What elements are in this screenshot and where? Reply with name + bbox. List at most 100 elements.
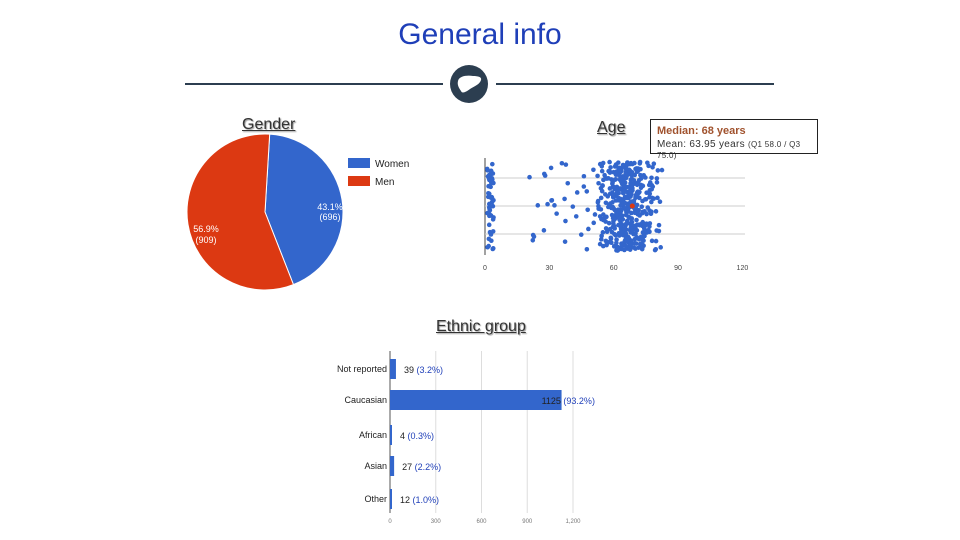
age-point [604, 214, 609, 220]
ethnic-bar-chart: 0 300 600 900 1,200 Not reported 39 (3.2%) Cau… [337, 351, 595, 525]
eth-value-label: 39 (3.2%) [404, 365, 443, 375]
eth-value-label: 1125 (93.2%) [542, 396, 595, 406]
age-point [633, 231, 638, 236]
age-point [611, 221, 616, 226]
age-point [562, 196, 567, 202]
age-point [603, 219, 608, 224]
age-point [563, 218, 568, 224]
age-point [552, 203, 557, 208]
age-point [637, 213, 642, 218]
age-point [654, 176, 660, 181]
age-point [642, 233, 647, 239]
age-point [578, 232, 584, 237]
age-point [606, 220, 612, 226]
age-point [486, 222, 492, 228]
eth-percent-label: (2.2%) [415, 462, 442, 472]
eth-x-tick-label: 1,200 [565, 519, 581, 525]
age-point [585, 207, 590, 213]
eth-x-tick-label: 900 [522, 519, 533, 525]
age-point [615, 207, 621, 212]
age-point [644, 211, 649, 217]
eth-percent-label: (0.3%) [408, 431, 435, 441]
age-point [490, 246, 496, 252]
eth-value-label: 12 (1.0%) [400, 495, 439, 505]
age-point [613, 233, 618, 238]
pie-slice-men [186, 133, 295, 291]
age-point [573, 214, 579, 219]
age-point [611, 192, 616, 197]
age-point [619, 222, 624, 228]
age-point [486, 205, 492, 210]
age-point [625, 160, 630, 166]
age-point [628, 242, 633, 247]
eth-category-label: Not reported [337, 364, 387, 374]
age-point [486, 183, 491, 189]
age-point [655, 195, 660, 201]
age-point [600, 183, 605, 189]
age-point [635, 166, 641, 171]
age-point [643, 222, 648, 227]
age-x-tick-label: 120 [737, 265, 749, 272]
liver-icon [450, 65, 488, 103]
age-point [608, 165, 613, 170]
age-point [574, 190, 580, 195]
age-point [614, 240, 619, 246]
age-point [627, 185, 633, 190]
eth-category-label: Asian [364, 461, 387, 471]
age-point [610, 180, 615, 185]
age-point [489, 175, 495, 181]
age-point [490, 161, 495, 167]
age-point [591, 167, 596, 173]
age-point [599, 233, 604, 239]
age-point [600, 230, 606, 235]
age-point [563, 162, 569, 167]
age-point [636, 177, 642, 183]
age-point [649, 175, 654, 181]
age-point [651, 161, 657, 167]
age-point [628, 222, 634, 227]
eth-value-label: 27 (2.2%) [402, 462, 441, 472]
age-point [535, 203, 541, 208]
eth-bar [390, 489, 392, 509]
age-point [559, 160, 565, 166]
eth-bar [390, 359, 396, 379]
eth-category-label: Caucasian [344, 395, 387, 405]
eth-x-tick-label: 0 [388, 519, 392, 525]
header-divider-left [185, 83, 443, 85]
age-point [653, 238, 659, 244]
pie-label-men-count: (909) [195, 235, 216, 245]
age-point [623, 175, 629, 181]
age-point [649, 199, 654, 205]
age-point [586, 226, 591, 232]
age-chart-title: Age [597, 119, 626, 136]
age-point [638, 172, 643, 178]
age-point [623, 212, 629, 218]
age-point [605, 194, 611, 199]
age-point [600, 243, 606, 249]
age-point [486, 190, 491, 196]
age-point [633, 246, 638, 251]
age-point [485, 244, 490, 250]
age-point [584, 189, 590, 194]
age-point [637, 236, 643, 241]
age-point [485, 194, 491, 200]
age-point [634, 222, 640, 227]
age-point [530, 237, 536, 243]
age-point [658, 245, 663, 250]
legend-swatch-men [348, 176, 370, 186]
age-point [617, 167, 622, 173]
age-scatter-chart: 0 30 60 90 120 [483, 158, 749, 272]
age-point [620, 162, 626, 168]
pie-label-women-count: (696) [319, 212, 340, 222]
age-point [625, 203, 631, 208]
age-point [606, 168, 611, 174]
age-point [629, 210, 634, 216]
age-point [489, 169, 494, 175]
age-point [639, 204, 645, 209]
age-point [628, 168, 633, 174]
age-point [641, 172, 647, 178]
age-point [581, 184, 587, 189]
age-point [654, 180, 660, 185]
age-point [633, 192, 639, 198]
age-point [628, 225, 634, 230]
